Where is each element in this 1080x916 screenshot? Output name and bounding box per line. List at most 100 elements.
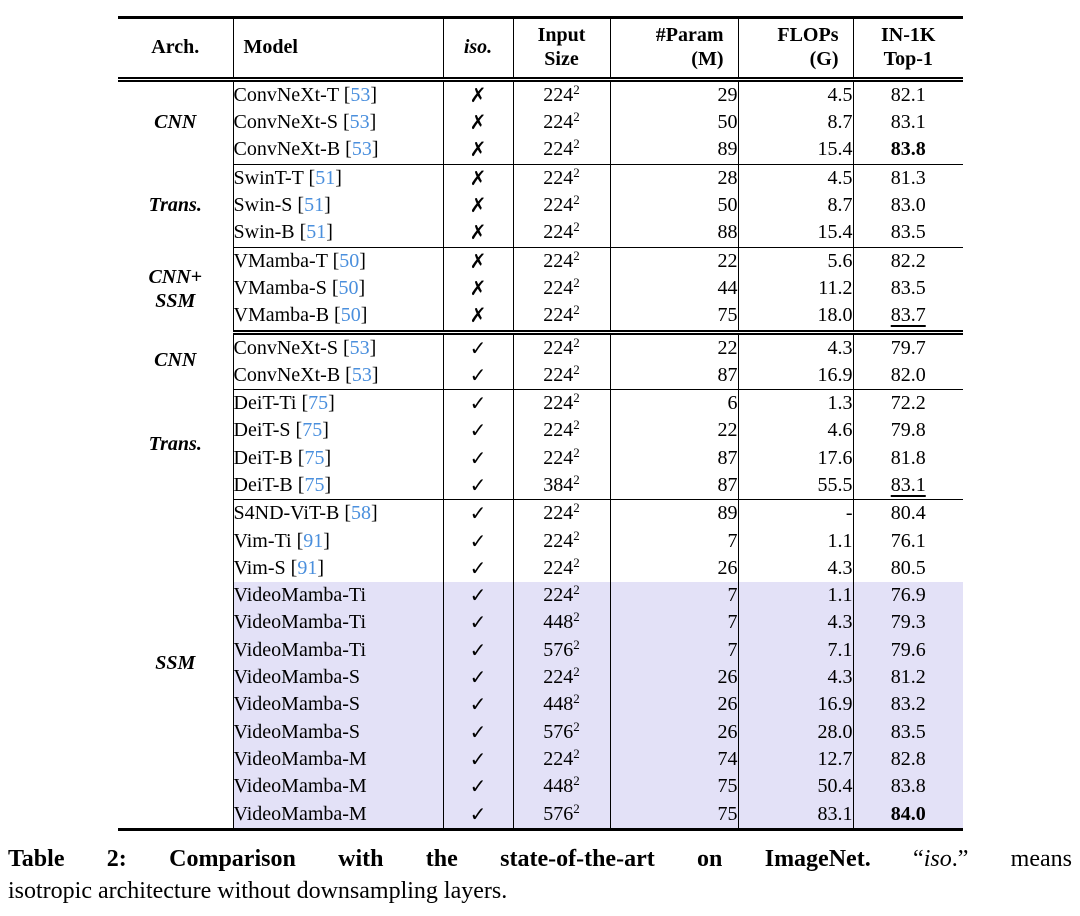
citation-link[interactable]: 51 — [306, 221, 327, 244]
check-icon: ✓ — [442, 332, 513, 362]
param-cell: 89 — [609, 499, 738, 528]
param-cell: 22 — [609, 332, 738, 362]
input-size-cell: 3842 — [512, 472, 610, 501]
input-size-cell: 2242 — [512, 164, 610, 193]
table-row: Vim-Ti [91] ✓ 2242 7 1.1 76.1 — [118, 527, 963, 556]
input-size-cell: 2242 — [512, 527, 610, 556]
citation-link[interactable]: 91 — [297, 556, 318, 579]
model-cell: ConvNeXt-B [53] — [232, 136, 443, 165]
model-cell: Swin-S [51] — [232, 192, 443, 220]
check-icon: ✓ — [442, 609, 513, 637]
check-icon: ✓ — [442, 389, 513, 418]
citation-link[interactable]: 50 — [338, 276, 359, 299]
citation-link[interactable]: 50 — [339, 249, 360, 272]
model-name: VideoMamba-Ti — [233, 638, 366, 661]
top1-cell: 83.1 — [852, 109, 963, 137]
flops-cell: 16.9 — [737, 691, 853, 719]
model-cell: S4ND-ViT-B [58] — [232, 499, 443, 528]
model-cell: ConvNeXt-S [53] — [232, 332, 443, 362]
input-size-cell: 2242 — [512, 302, 610, 335]
table-row: VideoMamba-Ti ✓ 4482 7 4.3 79.3 — [118, 609, 963, 637]
model-name: ConvNeXt-T — [233, 83, 339, 106]
param-cell: 26 — [609, 691, 738, 719]
citation-link[interactable]: 91 — [303, 529, 324, 552]
param-cell: 50 — [609, 192, 738, 220]
model-name: VideoMamba-M — [233, 747, 367, 770]
top1-value: 83.5 — [890, 221, 926, 244]
citation-link[interactable]: 53 — [351, 363, 372, 386]
model-name: VMamba-S — [233, 276, 327, 299]
param-cell: 28 — [609, 164, 738, 193]
top1-value: 83.0 — [890, 194, 926, 217]
top1-cell: 72.2 — [852, 389, 963, 418]
citation-link[interactable]: 58 — [351, 502, 372, 525]
flops-cell: 12.7 — [737, 746, 853, 774]
model-cell: VideoMamba-S — [232, 691, 443, 719]
input-size-cell: 5762 — [512, 718, 610, 747]
input-size-cell: 4482 — [512, 773, 610, 801]
table-row: ConvNeXt-S [53] ✗ 2242 50 8.7 83.1 — [118, 109, 963, 137]
input-size-cell: 5762 — [512, 636, 610, 665]
citation-link[interactable]: 53 — [349, 111, 370, 134]
flops-cell: 50.4 — [737, 773, 853, 801]
top1-cell: 83.5 — [852, 219, 963, 248]
model-name: DeiT-B — [233, 474, 293, 496]
citation-link[interactable]: 53 — [351, 138, 372, 161]
table-row: Trans. SwinT-T [51] ✗ 2242 28 4.5 81.3 — [118, 164, 963, 216]
caption-iso-term: iso — [923, 846, 952, 873]
top1-value: 83.1 — [890, 111, 926, 134]
citation-link[interactable]: 53 — [350, 83, 371, 106]
param-cell: 7 — [609, 582, 738, 610]
input-size-cell: 2242 — [512, 389, 610, 418]
arch-group-label: CNN — [154, 111, 197, 134]
cross-icon: ✗ — [442, 79, 513, 110]
param-cell: 89 — [609, 136, 738, 165]
cross-icon: ✗ — [442, 302, 513, 335]
input-size-cell: 2242 — [512, 444, 610, 473]
param-cell: 75 — [609, 773, 738, 801]
model-name: VMamba-B — [233, 304, 330, 327]
model-cell: DeiT-S [75] — [232, 417, 443, 445]
check-icon: ✓ — [442, 800, 513, 830]
header-model-label: Model — [243, 36, 298, 59]
check-icon: ✓ — [442, 718, 513, 747]
flops-cell: 4.5 — [737, 164, 853, 193]
citation-link[interactable]: 75 — [308, 392, 329, 415]
check-icon: ✓ — [442, 361, 513, 391]
param-cell: 44 — [609, 275, 738, 303]
citation-link[interactable]: 51 — [315, 166, 336, 189]
input-size-cell: 2242 — [512, 79, 610, 110]
arch-group-label: Trans. — [148, 194, 202, 217]
model-cell: VMamba-B [50] — [232, 302, 443, 335]
cross-icon: ✗ — [442, 247, 513, 276]
table-row: VMamba-B [50] ✗ 2242 75 18.0 83.7 — [118, 302, 963, 335]
flops-cell: 15.4 — [737, 219, 853, 248]
param-cell: 75 — [609, 800, 738, 830]
citation-link[interactable]: 51 — [304, 194, 325, 217]
arch-group-label: CNN — [154, 349, 197, 372]
column-header-input-size: Input Size — [512, 17, 610, 82]
top1-value: 79.6 — [890, 638, 926, 661]
top1-value: 80.4 — [890, 502, 926, 525]
table-row: VideoMamba-M ✓ 4482 75 50.4 83.8 — [118, 773, 963, 801]
param-cell: 87 — [609, 444, 738, 473]
top1-cell: 81.2 — [852, 664, 963, 692]
table-row: SSM S4ND-ViT-B [58] ✓ 2242 89-80.4 — [118, 499, 963, 674]
cross-icon: ✗ — [442, 109, 513, 137]
citation-link[interactable]: 75 — [304, 446, 325, 469]
citation-link[interactable]: 53 — [349, 336, 370, 359]
input-size-cell: 2242 — [512, 582, 610, 610]
model-cell: VMamba-S [50] — [232, 275, 443, 303]
model-name: Vim-S — [233, 556, 286, 579]
citation-link[interactable]: 50 — [340, 304, 361, 327]
header-row: Arch. Model iso. Input Size #Param (M) FLO… — [118, 17, 963, 82]
citation-link[interactable]: 75 — [304, 474, 325, 496]
model-cell: DeiT-B [75] — [232, 472, 443, 501]
top1-cell: 79.6 — [852, 636, 963, 665]
flops-cell: 11.2 — [737, 275, 853, 303]
cross-icon: ✗ — [442, 275, 513, 303]
citation-link[interactable]: 75 — [302, 419, 323, 442]
column-header-param: #Param (M) — [609, 17, 738, 82]
table-row: CNN ConvNeXt-T [53] ✗ 2242 29 4.5 82.1 — [118, 79, 963, 133]
model-cell: ConvNeXt-T [53] — [232, 79, 443, 110]
